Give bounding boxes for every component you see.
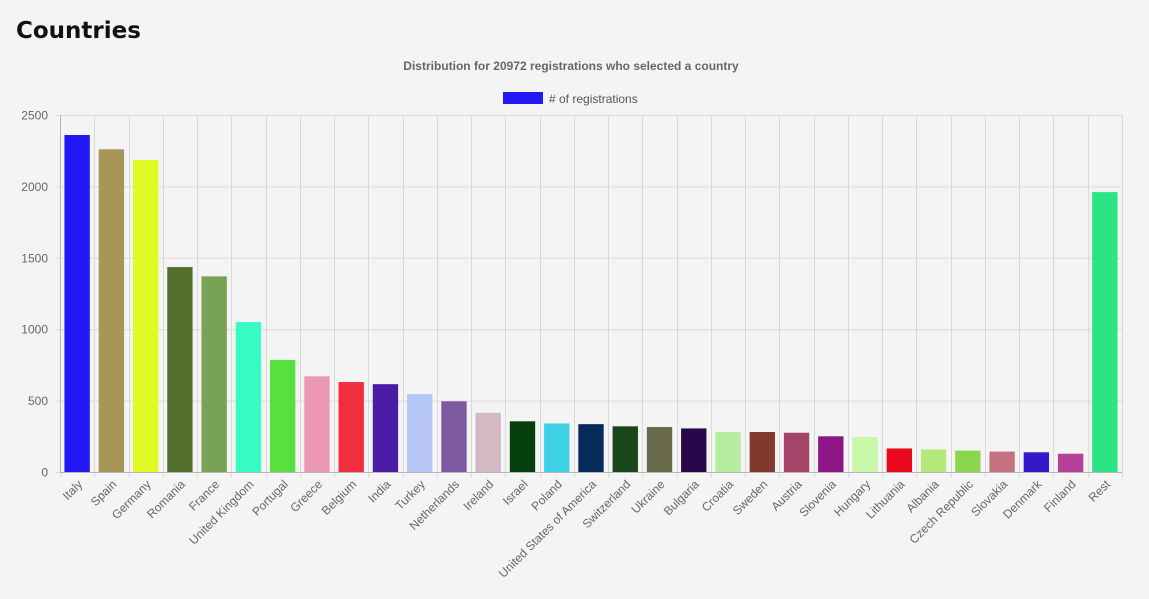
bar <box>132 159 159 472</box>
bar <box>783 432 810 472</box>
bar <box>98 149 125 472</box>
x-tick-label: Czech Republic <box>907 477 976 546</box>
bar <box>338 382 364 472</box>
bar <box>886 448 912 472</box>
y-tick-label: 2500 <box>21 109 48 123</box>
bar <box>475 412 501 472</box>
bar <box>304 376 330 472</box>
bar <box>989 451 1015 472</box>
legend[interactable]: # of registrations <box>503 92 638 106</box>
bar <box>681 428 707 472</box>
bar <box>715 432 741 472</box>
bar <box>235 322 262 472</box>
bar <box>578 424 604 472</box>
y-tick-label: 1000 <box>21 323 48 337</box>
x-tick-label: Lithuania <box>863 477 908 522</box>
bar <box>612 426 638 472</box>
x-tick-label: Slovenia <box>796 477 839 520</box>
x-tick-label: Denmark <box>1000 477 1045 522</box>
y-tick-label: 500 <box>28 394 48 408</box>
bar <box>372 384 399 472</box>
bar <box>64 134 90 472</box>
x-tick-label: Sweden <box>730 477 771 518</box>
x-tick-label: Belgium <box>319 477 360 518</box>
bar <box>1057 453 1084 472</box>
bar <box>749 432 775 472</box>
bar <box>544 423 570 472</box>
bar <box>955 450 981 472</box>
y-tick-label: 2000 <box>21 180 48 194</box>
x-tick-label: Rest <box>1086 477 1114 505</box>
bar <box>441 401 467 472</box>
bar <box>852 437 878 472</box>
bar <box>818 436 844 472</box>
x-tick-label: Bulgaria <box>661 477 702 518</box>
bar <box>1023 452 1050 472</box>
x-tick-label: Spain <box>88 477 120 509</box>
page-title: Countries <box>16 18 141 44</box>
legend-label: # of registrations <box>549 92 638 106</box>
bar <box>509 421 536 472</box>
bar <box>270 359 296 472</box>
x-tick-label: Ireland <box>460 477 496 513</box>
bar <box>646 427 673 472</box>
chart-title: Distribution for 20972 registrations who… <box>403 59 739 73</box>
bar <box>201 276 227 472</box>
x-tick-label: Romania <box>144 477 188 521</box>
x-tick-label: India <box>365 477 394 506</box>
legend-swatch <box>503 92 543 104</box>
bar <box>407 394 433 472</box>
bar <box>167 267 193 472</box>
x-tick-label: Portugal <box>249 477 291 519</box>
x-tick-label: Israel <box>500 477 531 508</box>
y-tick-label: 0 <box>41 466 48 480</box>
y-tick-label: 1500 <box>21 251 48 265</box>
bar <box>920 449 947 472</box>
bar <box>1092 192 1118 472</box>
x-tick-label: Italy <box>60 477 85 502</box>
x-tick-label: Finland <box>1041 477 1079 515</box>
